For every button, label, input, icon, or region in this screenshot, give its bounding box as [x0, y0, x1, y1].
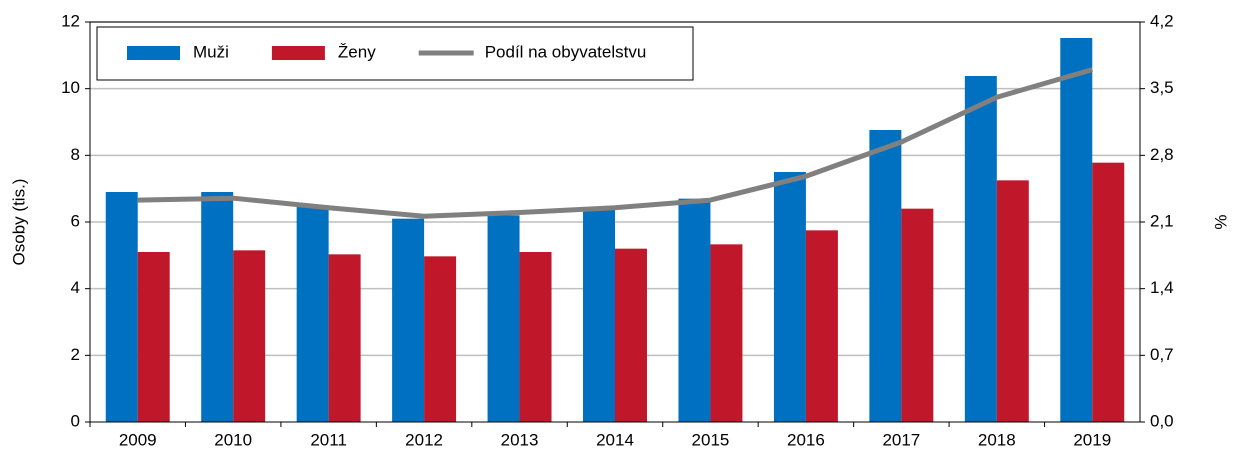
y-axis-label: Osoby (tis.)	[9, 179, 28, 266]
x-tick-label: 2018	[978, 430, 1016, 449]
bar	[328, 254, 361, 422]
bar	[105, 192, 138, 422]
line	[137, 67, 1093, 219]
x-tick-label: 2013	[501, 430, 539, 449]
y2-tick-label: 3,5	[1150, 78, 1174, 97]
x-tick-label: 2011	[310, 430, 347, 449]
legend	[96, 26, 694, 81]
x-tick-label: 2009	[119, 430, 157, 449]
legend-label: Podíl na obyvatelstvu	[485, 42, 647, 61]
bar	[233, 250, 266, 422]
legend-swatch	[271, 46, 325, 60]
y2-tick-label: 4,2	[1150, 11, 1174, 30]
legend-swatch	[127, 46, 180, 60]
y2-tick-label: 0,7	[1150, 345, 1174, 364]
bar	[615, 248, 647, 422]
y-tick-label: 6	[71, 211, 80, 230]
bar	[424, 256, 457, 422]
y-tick-label: 12	[61, 11, 80, 30]
bar	[901, 208, 934, 422]
x-tick-label: 2012	[405, 430, 443, 449]
bar	[201, 192, 234, 422]
legend-label: Muži	[193, 42, 229, 61]
bar	[519, 252, 552, 422]
bar	[487, 215, 520, 422]
y2-tick-label: 0,0	[1150, 411, 1174, 430]
bar	[964, 76, 997, 422]
bar	[678, 198, 711, 422]
legend-label: Ženy	[338, 42, 376, 61]
x-tick-label: 2016	[787, 430, 825, 449]
y-tick-label: 10	[61, 78, 80, 97]
bar	[1060, 38, 1093, 422]
bar	[710, 244, 743, 422]
bar	[869, 130, 902, 422]
y-tick-label: 2	[71, 345, 80, 364]
bar	[773, 172, 806, 422]
x-tick-label: 2010	[214, 430, 252, 449]
y-tick-label: 0	[71, 411, 80, 430]
y2-tick-label: 2,8	[1150, 145, 1174, 164]
y-tick-label: 4	[71, 278, 80, 297]
y-tick-label: 8	[71, 145, 80, 164]
x-tick-label: 2015	[692, 430, 730, 449]
x-tick-label: 2019	[1073, 430, 1111, 449]
y2-tick-label: 2,1	[1150, 211, 1174, 230]
bar	[996, 180, 1029, 422]
y2-axis-label: %	[1211, 214, 1230, 229]
bar	[137, 252, 170, 422]
y2-tick-label: 1,4	[1150, 278, 1174, 297]
x-tick-label: 2017	[882, 430, 920, 449]
plot-frame	[89, 21, 1141, 423]
bar	[1092, 162, 1125, 422]
bar	[392, 218, 425, 422]
bar	[296, 205, 329, 422]
bar	[583, 208, 615, 422]
bar	[805, 230, 838, 422]
x-tick-label: 2014	[596, 430, 634, 449]
